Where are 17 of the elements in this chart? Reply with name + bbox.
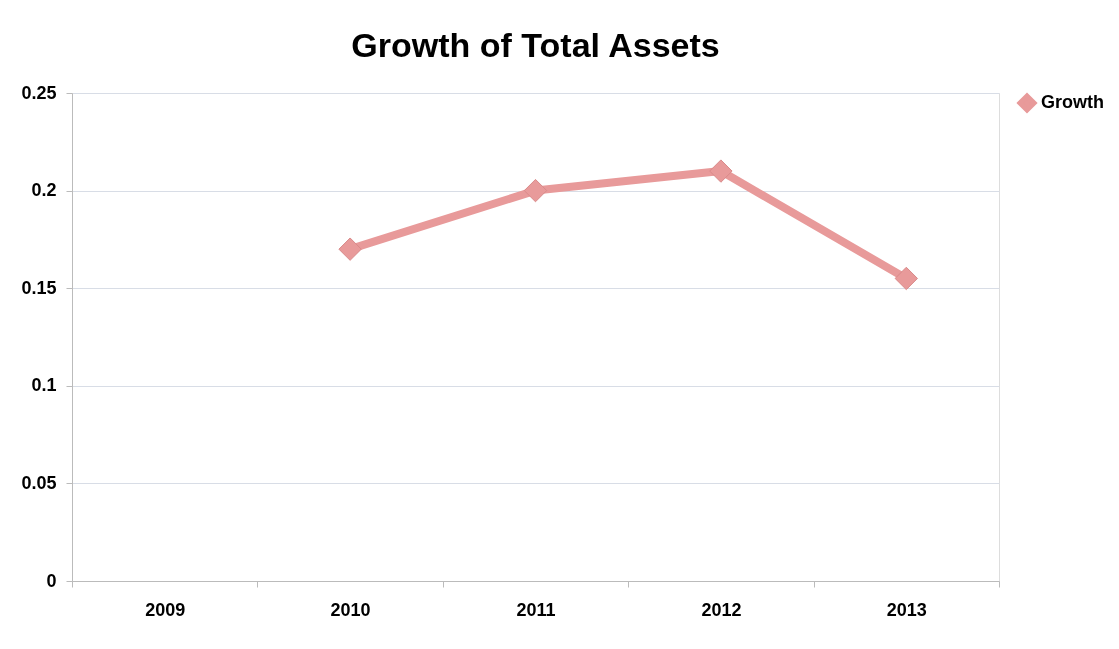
x-tick-label: 2012 [701, 599, 742, 620]
x-tick-label: 2013 [886, 599, 927, 620]
x-tick-label: 2011 [516, 599, 556, 620]
x-tick-label: 2010 [330, 599, 371, 620]
point [894, 266, 918, 291]
x-tick-label: 2009 [145, 599, 186, 620]
y-tick-label: 0.1 [31, 375, 57, 396]
legend-label: Growth [1041, 92, 1104, 112]
y-tick-label: 0.25 [21, 82, 57, 103]
point [523, 178, 548, 203]
chart-title: Growth of Total Assets [351, 26, 720, 64]
point [709, 159, 733, 183]
y-tick-label: 0.05 [21, 472, 57, 493]
y-tick-label: 0.2 [31, 180, 57, 201]
y-tick-label: 0 [46, 570, 57, 591]
y-tick-label: 0.15 [21, 277, 57, 298]
point [338, 237, 362, 261]
